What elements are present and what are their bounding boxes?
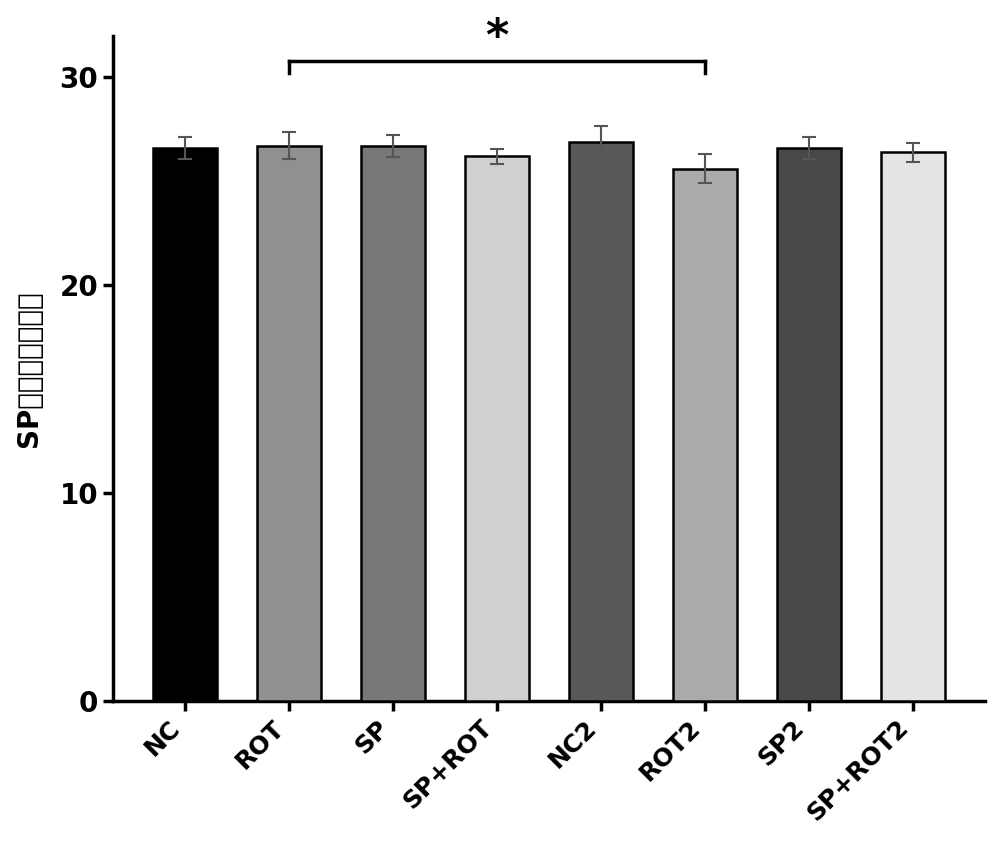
Bar	[465, 156, 529, 701]
Text: *: *	[485, 16, 509, 59]
Y-axis label: SP处理的体重变化: SP处理的体重变化	[15, 290, 43, 447]
Bar	[257, 146, 321, 701]
Bar	[777, 148, 841, 701]
Bar	[153, 148, 217, 701]
Bar	[673, 169, 737, 701]
Bar	[569, 142, 633, 701]
Bar	[361, 146, 425, 701]
Bar	[881, 152, 945, 701]
